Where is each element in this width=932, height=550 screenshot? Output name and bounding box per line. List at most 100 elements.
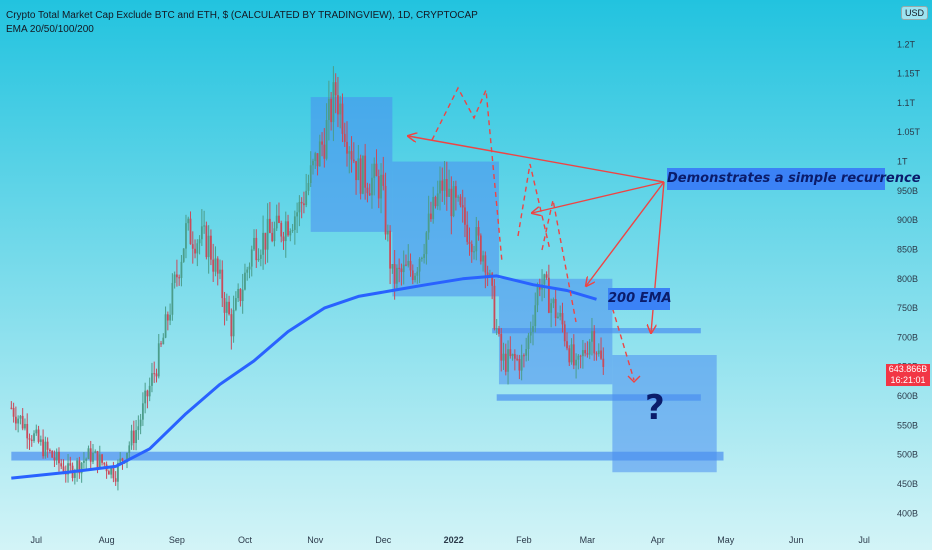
candle-body [132, 430, 135, 444]
candle-body [529, 331, 532, 336]
candle-body [352, 159, 355, 162]
dashed-projection[interactable] [517, 163, 551, 251]
candle-body [579, 355, 582, 357]
candle-body [198, 239, 201, 244]
projection-arrow-tip [627, 375, 641, 383]
candle-body [380, 174, 382, 199]
candle-body [151, 373, 153, 386]
candle-body [83, 460, 85, 463]
candle-body [425, 232, 428, 255]
candle-body [248, 266, 251, 270]
candle-body [498, 328, 500, 334]
y-tick-label: 700B [897, 332, 918, 342]
annotation-arrow[interactable] [408, 136, 665, 183]
candle-body [60, 463, 63, 467]
candle-body [414, 275, 416, 281]
candle-body [323, 144, 326, 159]
candle-body [155, 373, 158, 377]
candle-body [234, 298, 237, 310]
indicator-label[interactable]: EMA 20/50/100/200 [6, 24, 94, 35]
recurrence-note[interactable]: Demonstrates a simple recurrence [667, 168, 921, 190]
candle-body [495, 328, 498, 330]
question-mark[interactable]: ? [645, 388, 665, 428]
candle-body [62, 466, 65, 473]
candle-body [228, 301, 230, 315]
candle-body [144, 390, 147, 404]
candle-body [205, 225, 208, 258]
candle-body [280, 222, 283, 237]
candle-body [244, 272, 246, 290]
candle-body [182, 248, 185, 262]
ema-line[interactable] [11, 274, 597, 480]
candle-body [137, 426, 140, 431]
y-tick-label: 1T [897, 157, 908, 167]
candle-body [357, 158, 360, 181]
candle-body [39, 439, 42, 442]
candle-body [586, 353, 589, 355]
level-band-2[interactable] [492, 328, 701, 334]
dashed-projection[interactable] [609, 299, 635, 381]
candle-body [230, 314, 233, 337]
candle-body [126, 452, 128, 463]
currency-badge[interactable]: USD [900, 6, 928, 20]
candle-body [37, 429, 40, 442]
candle-body [166, 314, 169, 321]
candle-body [568, 348, 571, 363]
y-tick-label: 1.1T [897, 98, 916, 108]
candle-body [448, 188, 450, 197]
candle-body [117, 462, 119, 482]
candle-body [557, 316, 559, 319]
candle-body [67, 463, 69, 475]
x-tick-label: Sep [169, 535, 185, 545]
chart-title: Crypto Total Market Cap Exclude BTC and … [6, 10, 478, 21]
candle-body [532, 326, 534, 332]
ema-note[interactable]: 200 EMA [608, 288, 672, 310]
candle-body [443, 179, 446, 191]
candle-body [96, 451, 99, 468]
candle-body [484, 255, 487, 273]
level-band-1[interactable] [11, 451, 724, 461]
candle-body [488, 273, 491, 276]
candle-body [141, 403, 144, 420]
y-tick-label: 800B [897, 274, 918, 284]
candle-body [366, 187, 369, 194]
y-tick-label: 550B [897, 420, 918, 430]
candle-body [214, 258, 217, 272]
candle-body [33, 433, 35, 441]
candle-body [307, 183, 310, 191]
candle-body [257, 258, 260, 261]
candle-body [423, 254, 426, 258]
candle-body [259, 254, 262, 259]
candle-body [210, 235, 212, 260]
candle-body [350, 151, 353, 160]
candle-body [287, 221, 289, 236]
candle-body [434, 196, 437, 207]
candle-body [504, 353, 507, 372]
annotation-arrow[interactable] [532, 181, 665, 213]
candle-body [180, 261, 183, 278]
annotation-arrow[interactable] [586, 181, 665, 286]
candle-body [321, 141, 323, 145]
dashed-projection[interactable] [431, 86, 503, 263]
candle-body [602, 358, 605, 367]
candle-body [162, 337, 165, 345]
candle-body [361, 155, 364, 194]
candle-body [19, 415, 22, 419]
candle-body [87, 448, 90, 459]
candle-body [241, 289, 244, 302]
candle-body [216, 258, 219, 274]
y-tick-label: 1.2T [897, 39, 916, 49]
candle-body [51, 451, 54, 458]
candle-body [21, 415, 24, 429]
candle-body [135, 430, 137, 444]
level-band-3[interactable] [496, 394, 701, 401]
candle-body [55, 451, 58, 461]
candle-body [466, 224, 469, 242]
candle-body [416, 271, 419, 276]
candle-body [477, 227, 480, 236]
candle-body [407, 260, 410, 266]
candle-body [348, 151, 351, 154]
candle-body [346, 141, 348, 154]
